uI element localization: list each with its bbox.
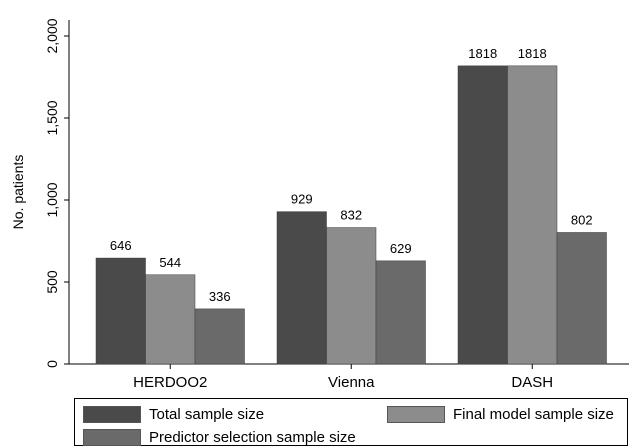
y-axis-title: No. patients <box>10 155 26 230</box>
y-tick-label: 1,500 <box>44 100 60 135</box>
bar-value-label: 832 <box>340 208 362 223</box>
bar-value-label: 929 <box>291 192 313 207</box>
legend-item-total: Total sample size <box>83 404 264 424</box>
y-tick-label: 0 <box>44 360 60 368</box>
legend-swatch-total <box>83 405 141 423</box>
bar <box>145 274 196 365</box>
bar <box>326 227 377 365</box>
chart-data-labels: 646 544 336 929 832 629 1818 1818 802 <box>110 46 593 304</box>
x-tick-label: HERDOO2 <box>133 374 207 391</box>
legend-item-predictor: Predictor selection sample size <box>83 427 356 447</box>
bar <box>276 211 327 365</box>
bar <box>375 260 426 365</box>
bar <box>194 308 245 365</box>
bar <box>457 65 508 365</box>
legend-swatch-final <box>387 405 445 423</box>
bar-value-label: 1818 <box>518 46 547 61</box>
y-tick-label: 2,000 <box>44 18 60 53</box>
y-tick-label: 1,000 <box>44 182 60 217</box>
bar-value-label: 544 <box>159 255 181 270</box>
legend-label-final: Final model sample size <box>453 405 614 423</box>
x-tick-label: Vienna <box>328 374 375 391</box>
bar-value-label: 802 <box>571 212 593 227</box>
y-tick-label: 500 <box>44 270 60 294</box>
chart-bars <box>95 65 607 365</box>
legend-label-total: Total sample size <box>149 405 265 423</box>
chart-axes: 0 500 1,000 1,500 2,000 No. patients HERDOO2 Vi… <box>10 18 629 391</box>
x-tick-label: DASH <box>511 374 553 391</box>
bar-value-label: 1818 <box>468 46 497 61</box>
bar-chart: 0 500 1,000 1,500 2,000 No. patients HERDOO2 Vi… <box>10 18 629 391</box>
bar <box>507 65 558 365</box>
bar-value-label: 629 <box>390 241 412 256</box>
bar <box>556 232 607 365</box>
legend-label-predictor: Predictor selection sample size <box>149 428 356 446</box>
bar-value-label: 336 <box>209 289 231 304</box>
legend-swatch-predictor <box>83 428 141 446</box>
legend-item-final: Final model sample size <box>387 404 614 424</box>
bar-value-label: 646 <box>110 238 132 253</box>
bar <box>95 257 146 365</box>
chart-legend: Total sample size Final model sample siz… <box>74 398 628 446</box>
